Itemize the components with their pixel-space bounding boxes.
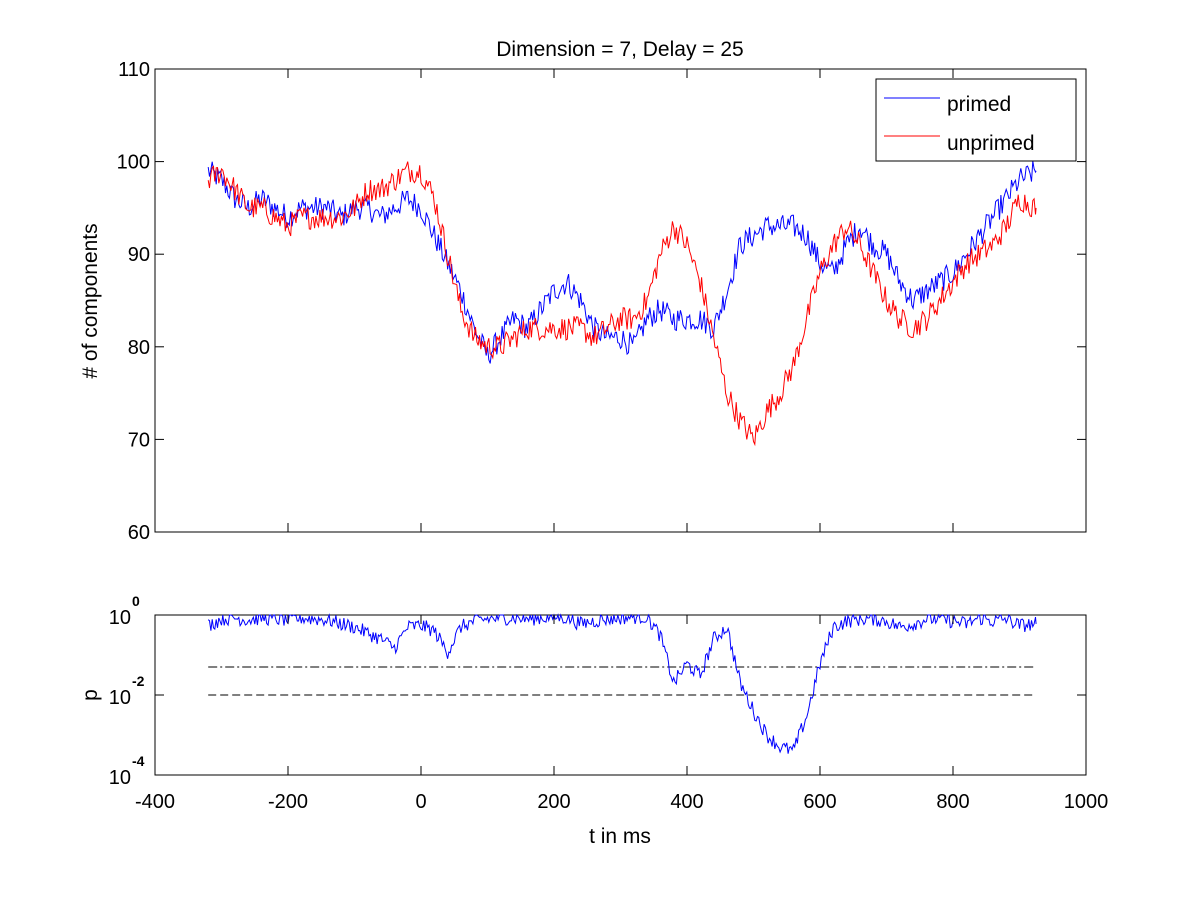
- top-series-layer: [207, 161, 1037, 447]
- x-tick-label: 0: [415, 791, 426, 813]
- legend-label-unprimed: unprimed: [947, 132, 1035, 155]
- y-tick-exponent: -4: [132, 753, 145, 769]
- x-axis: -400 -200 0 200 400 600 800 1000: [135, 69, 1108, 813]
- x-tick-label: -200: [268, 791, 308, 813]
- x-tick-label: -400: [135, 791, 175, 813]
- y-tick-label: 10: [109, 607, 131, 629]
- y-tick-label: 110: [118, 59, 150, 81]
- x-tick-label: 1000: [1064, 791, 1109, 813]
- y-axis-label-top: # of components: [79, 223, 102, 378]
- y-tick-label: 10: [109, 687, 131, 709]
- y-tick-label: 10: [109, 767, 131, 789]
- bottom-series-layer: [207, 613, 1037, 754]
- top-y-axis: 60 70 80 90 100 110: [117, 59, 1086, 544]
- y-tick-label: 60: [128, 522, 150, 544]
- legend: primed unprimed: [875, 78, 1077, 162]
- chart-title: Dimension = 7, Delay = 25: [496, 38, 743, 61]
- series-line-unprimed: [207, 161, 1037, 447]
- legend-box: [875, 78, 1077, 162]
- y-tick-label: 100: [117, 152, 150, 174]
- top-panel: Dimension = 7, Delay = 25 60 70 80 90 100 110…: [79, 38, 1087, 544]
- x-tick-label: 200: [537, 791, 570, 813]
- p-value-line: [207, 613, 1037, 754]
- y-tick-label: 80: [128, 337, 150, 359]
- threshold-lines: [208, 666, 1037, 696]
- legend-label-primed: primed: [947, 93, 1011, 116]
- y-tick-exponent: -2: [132, 673, 145, 689]
- x-tick-label: 400: [670, 791, 703, 813]
- y-tick-label: 90: [128, 244, 150, 266]
- x-tick-label: 600: [803, 791, 836, 813]
- series-line-primed: [207, 161, 1037, 364]
- y-axis-label-bottom: p: [79, 689, 102, 701]
- x-axis-label: t in ms: [589, 825, 651, 848]
- x-tick-label: 800: [936, 791, 969, 813]
- y-tick-exponent: 0: [132, 593, 140, 609]
- y-tick-label: 70: [128, 429, 150, 451]
